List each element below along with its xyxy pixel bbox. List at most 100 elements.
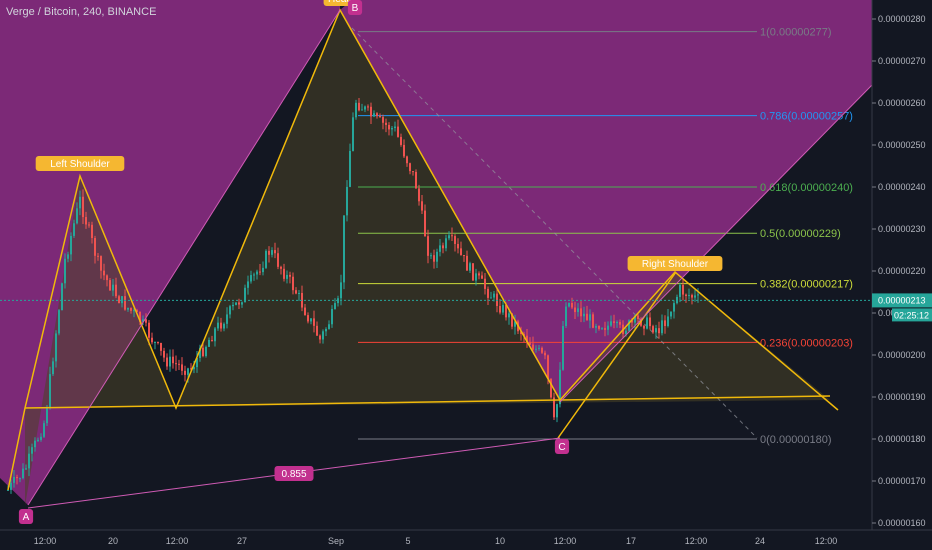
fib-level-label: 0.236(0.00000203) bbox=[760, 337, 853, 349]
neckline bbox=[24, 395, 831, 409]
y-tick-label: 0.00000240 bbox=[878, 182, 926, 192]
candle-body bbox=[247, 281, 249, 288]
candle-body bbox=[490, 297, 492, 299]
candle-body bbox=[385, 122, 387, 125]
candle-body bbox=[607, 325, 609, 330]
point-b-label-bg bbox=[347, 0, 363, 15]
candle-body bbox=[196, 358, 198, 368]
pattern-outline bbox=[7, 8, 839, 491]
candle-body bbox=[211, 339, 213, 342]
candle-body bbox=[382, 117, 384, 123]
candle-body bbox=[433, 255, 435, 262]
candle-body bbox=[73, 223, 75, 236]
candle-body bbox=[586, 313, 588, 321]
candle-body bbox=[178, 363, 180, 365]
candle-body bbox=[352, 117, 354, 151]
candle-body bbox=[496, 293, 498, 307]
candle-body bbox=[277, 253, 279, 267]
candle-body bbox=[58, 310, 60, 334]
candle-body bbox=[193, 367, 195, 370]
candle-body bbox=[100, 256, 102, 271]
candle-body bbox=[313, 318, 315, 326]
y-tick-label: 0.00000200 bbox=[878, 350, 926, 360]
candle-body bbox=[34, 440, 36, 448]
candle-body bbox=[658, 328, 660, 334]
candle-body bbox=[601, 328, 603, 330]
candle-body bbox=[7, 489, 9, 491]
candle-body bbox=[226, 314, 228, 324]
x-tick-label: 5 bbox=[405, 536, 410, 546]
candle-body bbox=[145, 319, 147, 323]
candle-body bbox=[13, 477, 15, 483]
candle-body bbox=[373, 113, 375, 117]
candle-body bbox=[505, 305, 507, 318]
candle-body bbox=[553, 397, 555, 418]
candle-body bbox=[532, 344, 534, 350]
candle-body bbox=[340, 282, 342, 299]
candle-body bbox=[205, 346, 207, 357]
candle-body bbox=[94, 238, 96, 256]
pattern-edge-right bbox=[559, 84, 873, 403]
candle-body bbox=[487, 288, 489, 298]
candle-body bbox=[634, 315, 636, 323]
candle-body bbox=[652, 326, 654, 333]
candle-body bbox=[142, 319, 144, 322]
chart-title: Verge / Bitcoin, 240, BINANCE bbox=[6, 6, 157, 18]
candle-body bbox=[280, 266, 282, 269]
candle-body bbox=[181, 364, 183, 371]
fib-level-label: 0(0.00000180) bbox=[760, 434, 832, 446]
ratio-label-bg bbox=[274, 466, 314, 481]
candle-body bbox=[322, 331, 324, 340]
x-tick-label: 12:00 bbox=[166, 536, 189, 546]
current-price-tag bbox=[872, 293, 932, 308]
candle-body bbox=[556, 404, 558, 418]
candle-body bbox=[562, 326, 564, 370]
candle-body bbox=[349, 150, 351, 187]
candle-body bbox=[436, 251, 438, 262]
candle-body bbox=[604, 328, 606, 330]
candle-body bbox=[295, 290, 297, 294]
candle-body bbox=[268, 250, 270, 255]
candle-body bbox=[544, 352, 546, 356]
right-shoulder-label: Right Shoulder bbox=[642, 259, 709, 270]
candle-body bbox=[502, 305, 504, 313]
candle-body bbox=[43, 423, 45, 437]
candle-body bbox=[631, 320, 633, 323]
candle-body bbox=[475, 273, 477, 281]
candle-body bbox=[418, 188, 420, 202]
candle-body bbox=[412, 171, 414, 173]
candle-body bbox=[529, 341, 531, 345]
candle-body bbox=[415, 171, 417, 189]
candle-body bbox=[334, 303, 336, 310]
candle-body bbox=[463, 255, 465, 257]
candle-body bbox=[256, 271, 258, 275]
candle-body bbox=[664, 320, 666, 327]
candle-body bbox=[220, 322, 222, 329]
candle-body bbox=[157, 342, 159, 344]
candle-body bbox=[673, 303, 675, 312]
candles bbox=[7, 98, 699, 494]
candle-body bbox=[229, 306, 231, 315]
candle-body bbox=[16, 477, 18, 479]
candle-body bbox=[25, 468, 27, 470]
candle-body bbox=[565, 306, 567, 327]
ratio-label: 0.855 bbox=[281, 469, 306, 480]
candle-body bbox=[697, 294, 699, 296]
candle-body bbox=[133, 310, 135, 312]
candle-body bbox=[79, 196, 81, 209]
candle-body bbox=[49, 374, 51, 408]
y-axis-bg bbox=[872, 0, 932, 550]
candle-body bbox=[112, 284, 114, 291]
candle-body bbox=[160, 342, 162, 351]
candle-body bbox=[175, 363, 177, 365]
candle-body bbox=[571, 302, 573, 308]
candle-body bbox=[598, 326, 600, 329]
candle-body bbox=[61, 283, 63, 311]
candle-body bbox=[454, 236, 456, 244]
candle-body bbox=[568, 302, 570, 307]
right-shoulder-label-bg bbox=[627, 256, 723, 271]
candle-body bbox=[319, 335, 321, 340]
candle-body bbox=[217, 322, 219, 329]
